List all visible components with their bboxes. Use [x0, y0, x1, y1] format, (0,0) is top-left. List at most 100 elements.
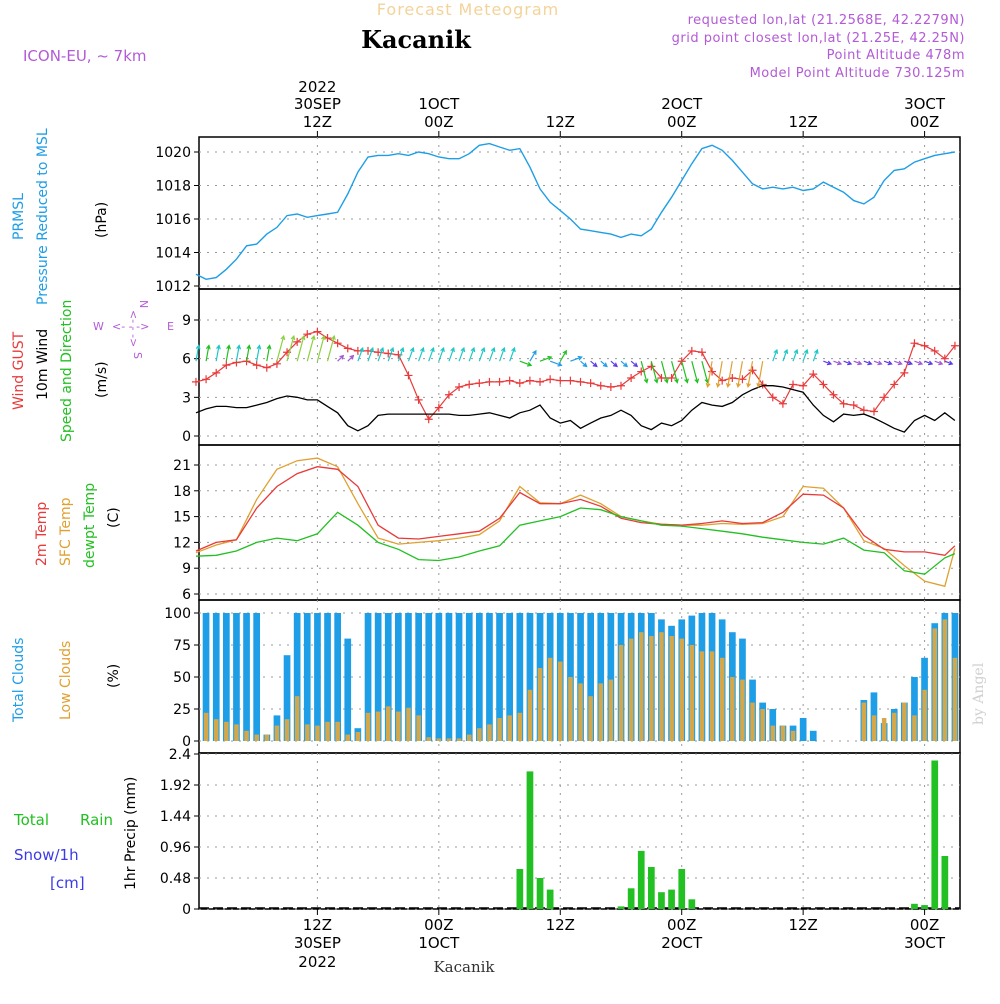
gust-marker: [525, 376, 534, 385]
gust-marker: [262, 363, 271, 372]
total-cloud-bar: [324, 613, 331, 741]
gust-marker: [687, 346, 696, 355]
header-point-altitude: Point Altitude 478m: [827, 48, 965, 63]
gust-marker: [900, 368, 909, 377]
clouds-panel: 0 25 50 75 100: [164, 599, 961, 754]
low-cloud-bar: [558, 661, 563, 741]
pressure-ytick-label: 1018: [155, 179, 191, 195]
wind-direction-arrow: [195, 344, 201, 362]
header-grid-point: grid point closest lon,lat (21.25E, 42.2…: [672, 31, 965, 46]
wind-direction-arrow: [630, 360, 639, 368]
low-cloud-bar: [406, 707, 411, 741]
wind-unit: (m/s): [94, 361, 110, 398]
header-requested: requested lon,lat (21.2568E, 42.2279N): [688, 13, 965, 28]
temp-ytick-label: 21: [173, 458, 191, 474]
bottom-time-label: 12Z: [788, 916, 817, 934]
low-cloud-bar: [234, 724, 239, 741]
wind-direction-arrow: [499, 346, 506, 362]
total-cloud-bar: [243, 613, 250, 741]
low-cloud-bar: [284, 719, 290, 741]
low-cloud-bar: [294, 696, 300, 741]
low-cloud-bar: [628, 638, 634, 741]
rain-bar: [617, 906, 625, 909]
wind-direction-arrow: [620, 360, 629, 368]
pressure-ytick-label: 1016: [155, 212, 191, 228]
low-cloud-bar: [598, 683, 603, 741]
gust-marker: [616, 381, 625, 390]
pressure-ytick-label: 1020: [155, 145, 191, 161]
low-cloud-bar: [892, 712, 897, 741]
low-cloud-bar: [649, 636, 654, 741]
compass-w: W: [93, 320, 104, 333]
wind-direction-arrow: [833, 360, 843, 366]
temp-2m-line: [195, 466, 956, 556]
low-cloud-bar: [477, 728, 482, 741]
precip-label-snow: Snow/1h: [14, 846, 79, 864]
low-cloud-bar: [740, 679, 745, 741]
temp-label-sfc: SFC Temp: [58, 497, 74, 566]
low-cloud-bar: [861, 702, 867, 741]
wind-direction-arrow: [802, 348, 809, 362]
low-cloud-bar: [203, 712, 209, 741]
top-time-label: 12Z: [303, 113, 332, 131]
gust-marker: [212, 368, 221, 377]
wind-direction-arrow: [509, 346, 516, 362]
clouds-ytick-label: 25: [173, 702, 191, 718]
wind-direction-arrow: [681, 361, 689, 384]
gust-marker: [465, 380, 474, 389]
total-cloud-bar: [223, 613, 230, 741]
wind-direction-arrow: [337, 354, 345, 362]
total-cloud-bar: [253, 613, 260, 741]
wind-direction-arrow: [736, 361, 743, 389]
low-cloud-bar: [942, 619, 948, 741]
precip-label-cm: [cm]: [50, 874, 85, 892]
low-cloud-bar: [264, 734, 270, 741]
gust-marker: [576, 377, 585, 386]
gust-marker: [353, 346, 362, 355]
wind-direction-arrow: [944, 360, 954, 366]
wind-ytick-label: 3: [182, 390, 191, 406]
low-cloud-bar: [790, 730, 796, 741]
temp-ytick-label: 15: [173, 510, 191, 526]
gust-line: [195, 330, 956, 421]
clouds-label-low: Low Clouds: [58, 641, 74, 720]
top-time-label: 1OCT: [418, 95, 460, 113]
pressure-frame: [198, 136, 961, 290]
low-cloud-bar: [881, 718, 887, 741]
temp-ytick-label: 12: [173, 535, 191, 551]
wind-direction-arrow: [705, 361, 713, 389]
gust-marker: [424, 415, 433, 424]
wind-direction-arrow: [863, 360, 873, 366]
precip-label-total: Total: [13, 811, 49, 829]
footer-location: Kacanik: [433, 958, 495, 976]
gust-marker: [880, 393, 889, 402]
wind-direction-arrow: [539, 355, 553, 362]
gust-marker: [414, 395, 423, 404]
clouds-label-total: Total Clouds: [11, 638, 27, 723]
gust-marker: [293, 337, 302, 346]
gust-marker: [566, 376, 575, 385]
wind-direction-arrow: [660, 361, 669, 384]
rain-bar: [668, 889, 675, 909]
total-cloud-bar: [293, 613, 301, 741]
temp-dewpt-line: [195, 507, 956, 575]
gust-marker: [455, 383, 464, 392]
temperature-panel: 6 9 12 15 18 21: [173, 444, 961, 603]
gust-marker: [819, 380, 828, 389]
low-cloud-bar: [618, 645, 624, 741]
clouds-ytick-label: 75: [173, 638, 191, 654]
low-cloud-bar: [214, 719, 219, 741]
gust-marker: [697, 348, 706, 357]
gust-marker: [839, 399, 848, 408]
top-time-label: 2022: [298, 78, 336, 96]
wind-direction-arrow: [580, 360, 588, 368]
total-cloud-bar: [911, 677, 918, 741]
low-cloud-bar: [730, 677, 735, 741]
wind-direction-arrow: [266, 344, 272, 362]
gust-marker: [768, 393, 777, 402]
total-cloud-bar: [415, 613, 422, 741]
wind-direction-arrow: [428, 346, 435, 362]
wind-direction-arrow: [559, 349, 567, 362]
